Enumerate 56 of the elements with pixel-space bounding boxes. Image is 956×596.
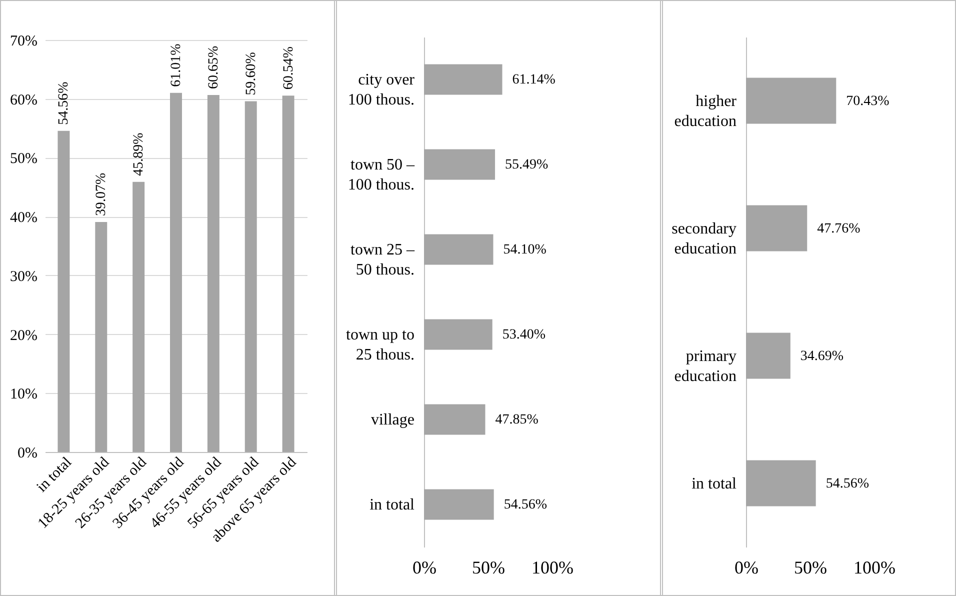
bar bbox=[424, 149, 496, 180]
x-tick-label: 100% bbox=[854, 558, 896, 578]
x-tick-label: 50% bbox=[472, 558, 505, 578]
bar bbox=[424, 64, 502, 95]
y-tick-label: town up to 25 thous. bbox=[346, 326, 414, 364]
bar bbox=[282, 96, 294, 452]
bar bbox=[170, 92, 182, 452]
bar bbox=[424, 489, 494, 520]
x-tick-label: 0% bbox=[734, 558, 758, 578]
y-tick-label: in total bbox=[370, 496, 416, 514]
y-tick-label: higher education bbox=[674, 92, 738, 130]
y-tick-label: village bbox=[370, 412, 414, 428]
data-label: 39.07% bbox=[94, 172, 110, 216]
y-tick-label: town 25 – 50 thous. bbox=[350, 242, 416, 278]
bar bbox=[424, 234, 494, 265]
data-label: 70.43% bbox=[846, 94, 890, 109]
bar bbox=[746, 460, 816, 506]
data-label: 60.65% bbox=[206, 46, 222, 90]
data-label: 47.85% bbox=[495, 412, 539, 428]
bar bbox=[746, 78, 836, 124]
data-label: 34.69% bbox=[800, 348, 844, 364]
data-label: 54.56% bbox=[504, 498, 548, 512]
y-tick-label: 50% bbox=[10, 151, 38, 168]
y-tick-label: 30% bbox=[10, 268, 38, 285]
y-tick-label: 10% bbox=[10, 386, 38, 403]
y-tick-label: primary education bbox=[674, 348, 736, 385]
data-label: 59.60% bbox=[244, 52, 259, 96]
bar bbox=[132, 182, 145, 452]
x-tick-label: 0% bbox=[412, 558, 436, 578]
x-tick-label: 50% bbox=[794, 558, 827, 578]
y-tick-label: 20% bbox=[10, 328, 38, 344]
data-label: 61.14% bbox=[512, 72, 556, 88]
bar bbox=[746, 332, 790, 379]
y-tick-label: 70% bbox=[10, 34, 38, 50]
data-label: 54.10% bbox=[503, 242, 547, 258]
data-label: 61.01% bbox=[169, 43, 184, 87]
y-tick-label: 60% bbox=[10, 92, 38, 108]
data-label: 53.40% bbox=[502, 328, 546, 342]
y-tick-label: town 50 – 100 thous. bbox=[348, 156, 416, 194]
bar bbox=[746, 205, 808, 252]
x-tick-label: 100% bbox=[532, 558, 574, 578]
y-tick-label: secondary education bbox=[672, 220, 736, 258]
bar bbox=[244, 101, 257, 452]
data-label: 47.76% bbox=[817, 221, 861, 236]
bar bbox=[424, 404, 486, 435]
bar bbox=[95, 222, 108, 452]
data-label: 54.56% bbox=[826, 476, 870, 492]
bar bbox=[424, 319, 492, 350]
data-label: 45.89% bbox=[132, 132, 147, 176]
bar bbox=[58, 130, 70, 452]
y-tick-label: city over 100 thous. bbox=[348, 72, 416, 108]
data-label: 55.49% bbox=[505, 158, 549, 172]
data-label: 54.56% bbox=[56, 81, 72, 125]
y-tick-label: 40% bbox=[10, 210, 38, 226]
data-label: 60.54% bbox=[281, 46, 296, 90]
bar bbox=[207, 95, 220, 452]
